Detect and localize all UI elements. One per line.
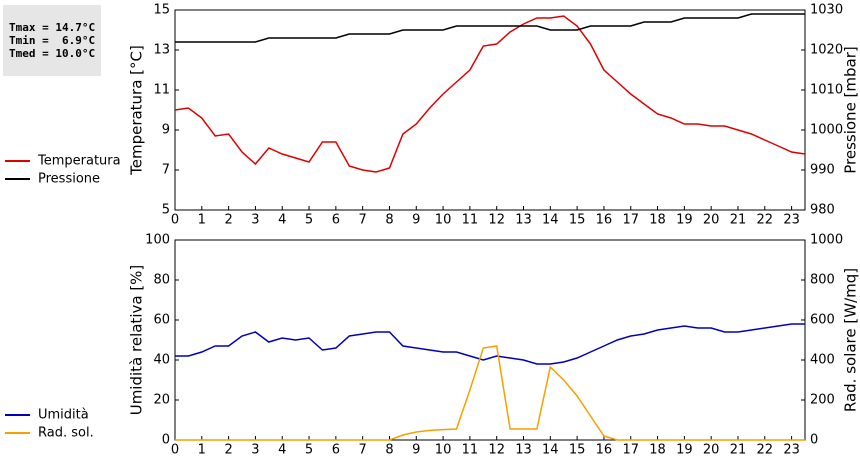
y-tick-label: 100 <box>145 233 170 248</box>
legend-label: Pressione <box>38 172 100 187</box>
x-tick-label: 7 <box>359 443 367 458</box>
x-tick-label: 14 <box>542 213 559 228</box>
y-tick-label: 80 <box>153 273 170 288</box>
x-tick-label: 17 <box>622 443 639 458</box>
y-tick-label: 0 <box>162 433 170 448</box>
x-tick-label: 18 <box>649 443 666 458</box>
x-tick-label: 10 <box>435 213 452 228</box>
x-tick-label: 13 <box>515 443 532 458</box>
x-tick-label: 12 <box>488 443 505 458</box>
stat-line: Tmax = 14.7°C <box>9 21 96 34</box>
x-tick-label: 0 <box>171 213 179 228</box>
x-tick-label: 12 <box>488 213 505 228</box>
y-axis-title: Umidità relativa [%] <box>128 265 146 416</box>
x-tick-label: 7 <box>359 213 367 228</box>
y-tick-label: 60 <box>153 313 170 328</box>
stat-line: Tmed = 10.0°C <box>9 47 96 60</box>
y2-tick-label: 1010 <box>810 83 843 98</box>
stat-line: Tmin = 6.9°C <box>9 34 96 47</box>
y-tick-label: 20 <box>153 393 170 408</box>
x-tick-label: 19 <box>676 213 693 228</box>
x-tick-label: 6 <box>332 443 340 458</box>
x-tick-label: 2 <box>224 213 232 228</box>
y2-axis-title: Rad. solare [W/mq] <box>842 268 860 412</box>
x-tick-label: 11 <box>462 443 479 458</box>
y2-tick-label: 1000 <box>810 123 843 138</box>
x-tick-label: 6 <box>332 213 340 228</box>
y2-tick-label: 1020 <box>810 43 843 58</box>
y2-tick-label: 0 <box>810 433 818 448</box>
x-tick-label: 20 <box>703 213 720 228</box>
x-tick-label: 20 <box>703 443 720 458</box>
x-tick-label: 10 <box>435 443 452 458</box>
series-line <box>175 13 805 43</box>
x-tick-label: 0 <box>171 443 179 458</box>
x-tick-label: 19 <box>676 443 693 458</box>
x-tick-label: 3 <box>251 213 259 228</box>
y2-tick-label: 1030 <box>810 3 843 18</box>
x-tick-label: 22 <box>757 443 774 458</box>
x-tick-label: 8 <box>385 213 393 228</box>
x-tick-label: 8 <box>385 443 393 458</box>
x-tick-label: 11 <box>462 213 479 228</box>
y-axis-title: Temperatura [°C] <box>128 45 146 176</box>
x-tick-label: 22 <box>757 213 774 228</box>
plot-frame <box>174 239 806 441</box>
legend-label: Umidità <box>38 408 89 423</box>
x-tick-label: 17 <box>622 213 639 228</box>
y2-tick-label: 200 <box>810 393 835 408</box>
x-tick-label: 21 <box>730 443 747 458</box>
y2-axis-title: Pressione [mbar] <box>842 46 860 174</box>
x-tick-label: 1 <box>198 443 206 458</box>
x-tick-label: 15 <box>569 213 586 228</box>
y2-tick-label: 600 <box>810 313 835 328</box>
x-tick-label: 5 <box>305 443 313 458</box>
y2-tick-label: 980 <box>810 203 835 218</box>
series-line <box>174 15 806 173</box>
legend-label: Temperatura <box>37 154 121 169</box>
x-tick-label: 2 <box>224 443 232 458</box>
x-tick-label: 4 <box>278 213 286 228</box>
series-line <box>175 323 805 365</box>
y-tick-label: 15 <box>153 3 170 18</box>
x-tick-label: 14 <box>542 443 559 458</box>
y-tick-label: 7 <box>162 163 170 178</box>
y2-tick-label: 400 <box>810 353 835 368</box>
y-tick-label: 5 <box>162 203 170 218</box>
x-tick-label: 15 <box>569 443 586 458</box>
x-tick-label: 5 <box>305 213 313 228</box>
x-tick-label: 23 <box>783 213 800 228</box>
x-tick-label: 16 <box>596 213 613 228</box>
x-tick-label: 9 <box>412 443 420 458</box>
y-tick-label: 40 <box>153 353 170 368</box>
y-tick-label: 9 <box>162 123 170 138</box>
x-tick-label: 1 <box>198 213 206 228</box>
y-tick-label: 11 <box>153 83 170 98</box>
x-tick-label: 18 <box>649 213 666 228</box>
x-tick-label: 23 <box>783 443 800 458</box>
x-tick-label: 9 <box>412 213 420 228</box>
y2-tick-label: 800 <box>810 273 835 288</box>
series-line <box>175 345 805 441</box>
x-tick-label: 4 <box>278 443 286 458</box>
x-tick-label: 13 <box>515 213 532 228</box>
legend-label: Rad. sol. <box>38 426 94 441</box>
x-tick-label: 16 <box>596 443 613 458</box>
plot-frame <box>174 9 806 211</box>
y2-tick-label: 990 <box>810 163 835 178</box>
x-tick-label: 21 <box>730 213 747 228</box>
x-tick-label: 3 <box>251 443 259 458</box>
y2-tick-label: 1000 <box>810 233 843 248</box>
stats-box: Tmax = 14.7°C Tmin = 6.9°C Tmed = 10.0°C <box>3 5 102 76</box>
y-tick-label: 13 <box>153 43 170 58</box>
